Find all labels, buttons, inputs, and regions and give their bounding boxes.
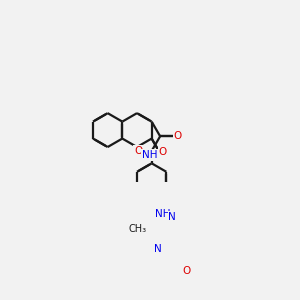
Text: NH: NH xyxy=(155,209,171,219)
Text: O: O xyxy=(182,266,190,276)
Text: CH₃: CH₃ xyxy=(128,224,146,234)
Text: O: O xyxy=(134,146,142,156)
Text: N: N xyxy=(154,244,162,254)
Text: NH: NH xyxy=(142,150,158,160)
Text: O: O xyxy=(158,147,166,157)
Text: N: N xyxy=(169,212,176,222)
Text: O: O xyxy=(174,131,182,141)
